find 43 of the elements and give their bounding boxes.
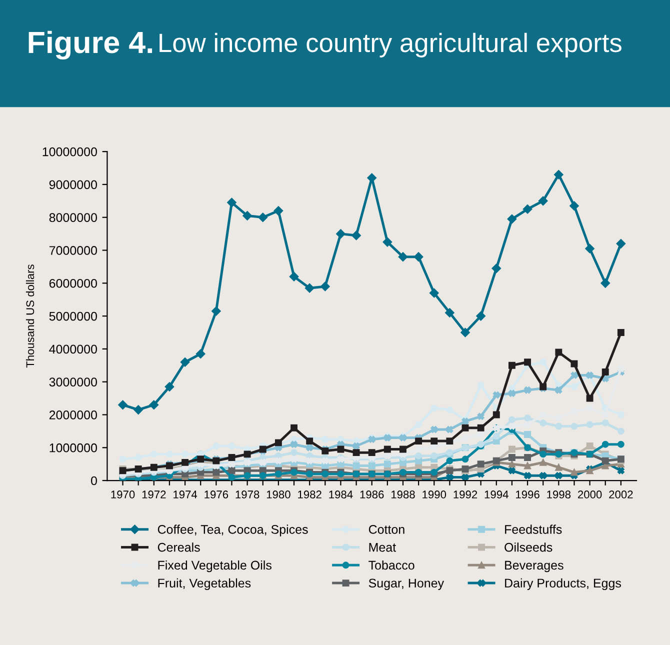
legend-label: Dairy Products, Eggs — [505, 578, 621, 590]
x-tick-label: 1974 — [174, 490, 198, 498]
y-tick-label: 9000000 — [49, 180, 97, 190]
y-tick-label: 8000000 — [49, 213, 97, 222]
x-tick-label: 2002 — [609, 490, 633, 498]
y-tick-label: 4000000 — [49, 344, 97, 354]
y-tick-label: 0 — [91, 476, 97, 486]
x-tick-label: 1994 — [484, 490, 508, 498]
chart-title: Figure 4. — [28, 30, 152, 60]
x-tick-label: 2000 — [578, 490, 602, 498]
x-tick-label: 1976 — [204, 490, 228, 498]
legend-label: Oilseeds — [504, 542, 552, 552]
x-tick-label: 1978 — [236, 490, 260, 498]
legend-label: Fruit, Vegetables — [158, 578, 251, 590]
x-tick-label: 1984 — [329, 490, 353, 498]
legend-label: Fixed Vegetable Oils — [158, 560, 272, 572]
legend-label: Beverages — [505, 560, 564, 572]
x-tick-label: 1982 — [298, 490, 322, 498]
legend-label: Cereals — [158, 542, 200, 552]
y-tick-label: 6000000 — [49, 278, 97, 288]
y-axis-title: Thousand US dollars — [26, 264, 34, 368]
legend-label: Cotton — [368, 525, 404, 534]
y-tick-label: 10000000 — [42, 147, 97, 156]
y-tick-label: 3000000 — [49, 378, 97, 386]
x-tick-label: 1970 — [111, 490, 135, 498]
x-tick-label: 1998 — [547, 490, 571, 498]
legend-label: Meat — [369, 543, 396, 552]
x-tick-label: 1986 — [360, 490, 384, 498]
y-tick-label: 2000000 — [49, 410, 97, 420]
y-tick-label: 5000000 — [49, 312, 97, 321]
chart-subtitle: Low income country agricultural exports — [160, 32, 622, 58]
legend-label: Coffee, Tea, Cocoa, Spices — [158, 524, 308, 536]
y-tick-label: 1000000 — [50, 443, 97, 452]
x-tick-label: 1992 — [454, 490, 478, 498]
legend-label: Sugar, Honey — [368, 578, 444, 590]
x-tick-label: 1996 — [516, 490, 540, 498]
x-tick-label: 1990 — [422, 490, 446, 498]
x-tick-label: 1980 — [266, 490, 290, 498]
legend-label: Tobacco — [368, 560, 414, 570]
x-tick-label: 1972 — [142, 490, 166, 498]
x-tick-label: 1988 — [391, 490, 415, 498]
legend-label: Feedstuffs — [505, 524, 562, 534]
y-tick-label: 7000000 — [49, 246, 97, 255]
